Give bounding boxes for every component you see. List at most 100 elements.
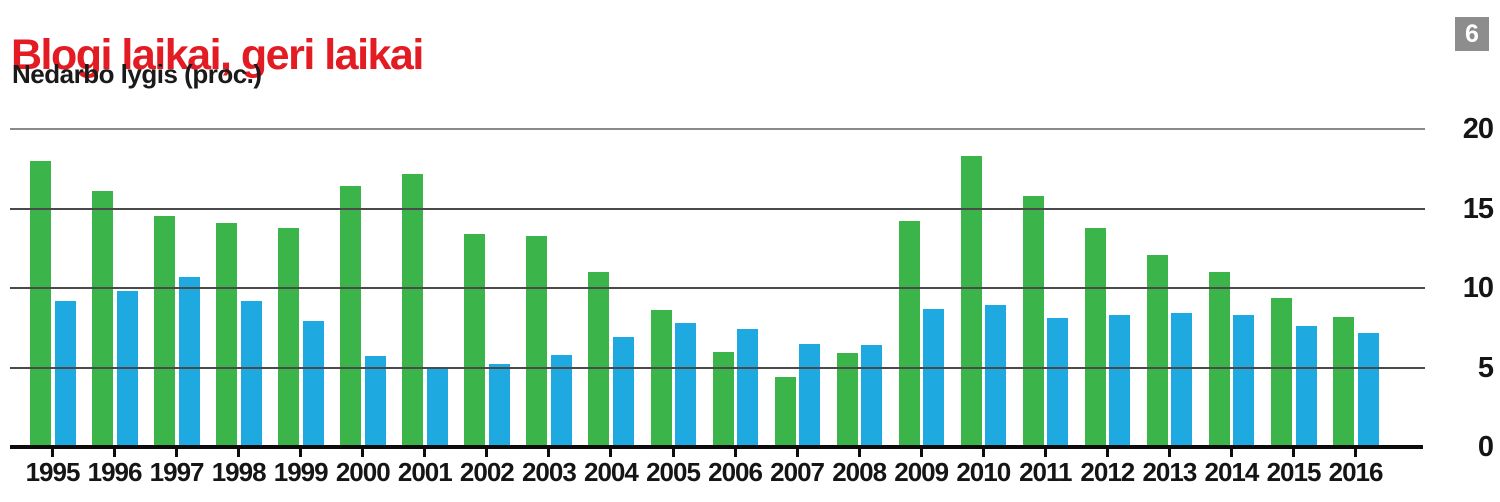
bar-green-2007 xyxy=(774,377,796,447)
x-tick xyxy=(795,449,799,457)
x-axis-label: 2012 xyxy=(1080,457,1135,487)
x-tick xyxy=(1354,449,1358,457)
x-axis-label: 2004 xyxy=(584,457,639,487)
x-axis-label: 2007 xyxy=(770,457,825,487)
x-tick xyxy=(1043,449,1047,457)
bar-blue-2000 xyxy=(364,356,386,447)
x-tick xyxy=(299,449,303,457)
bar-blue-2013 xyxy=(1171,313,1193,447)
y-axis-label: 5 xyxy=(1477,351,1494,384)
x-tick xyxy=(1229,449,1233,457)
bar-green-1996 xyxy=(92,191,114,447)
x-axis-label: 2002 xyxy=(459,457,515,487)
bar-green-2000 xyxy=(340,186,362,447)
x-axis-label: 2010 xyxy=(956,457,1011,487)
x-axis-label: 2001 xyxy=(397,457,453,487)
x-axis-label: 1997 xyxy=(149,457,205,487)
x-axis-label: 1998 xyxy=(211,457,267,487)
bar-green-2003 xyxy=(526,235,548,447)
bar-blue-2014 xyxy=(1233,315,1255,447)
x-axis-label: 2015 xyxy=(1266,457,1322,487)
gridline-5 xyxy=(10,366,1425,369)
bar-green-2010 xyxy=(960,156,982,447)
bar-blue-1995 xyxy=(54,300,76,447)
bar-blue-2004 xyxy=(612,337,634,447)
x-axis-label: 2003 xyxy=(521,457,577,487)
bar-blue-1998 xyxy=(240,300,262,447)
bar-green-2004 xyxy=(588,272,610,447)
bar-green-2014 xyxy=(1208,272,1230,447)
x-tick xyxy=(175,449,179,457)
x-tick xyxy=(113,449,117,457)
x-tick xyxy=(919,449,923,457)
x-axis-label: 2011 xyxy=(1019,457,1072,487)
x-axis-label: 1999 xyxy=(273,457,329,487)
x-tick xyxy=(981,449,985,457)
x-axis-label: 2014 xyxy=(1204,457,1260,487)
bar-blue-2015 xyxy=(1295,326,1317,447)
x-tick xyxy=(733,449,737,457)
x-axis-label: 2016 xyxy=(1328,457,1384,487)
x-axis-label: 2000 xyxy=(335,457,391,487)
x-axis-label: 2005 xyxy=(646,457,701,487)
page-number-badge: 6 xyxy=(1455,17,1489,51)
x-tick xyxy=(609,449,613,457)
x-tick xyxy=(1167,449,1171,457)
x-tick xyxy=(361,449,365,457)
bar-blue-2016 xyxy=(1357,332,1379,447)
bar-green-1997 xyxy=(154,216,176,447)
y-axis-label: 20 xyxy=(1462,113,1494,145)
bar-blue-1996 xyxy=(116,291,138,447)
x-tick xyxy=(51,449,54,457)
x-axis-label: 1996 xyxy=(87,457,143,487)
x-tick xyxy=(485,449,489,457)
bar-blue-2006 xyxy=(737,329,759,447)
bar-blue-2008 xyxy=(861,345,883,447)
chart-title: Blogi laikai, geri laikai xyxy=(11,30,424,79)
x-tick xyxy=(237,449,241,457)
bar-green-2016 xyxy=(1333,316,1355,447)
bar-green-2005 xyxy=(650,310,672,447)
bar-blue-2005 xyxy=(675,322,696,447)
bar-blue-2002 xyxy=(488,364,510,447)
x-tick xyxy=(857,449,861,457)
bar-blue-2010 xyxy=(985,305,1007,447)
bar-green-1998 xyxy=(216,222,238,447)
bar-blue-1999 xyxy=(302,321,324,447)
x-tick xyxy=(547,449,551,457)
bar-blue-2001 xyxy=(426,367,448,447)
bar-green-2015 xyxy=(1271,297,1292,447)
x-axis-label: 2009 xyxy=(894,457,949,487)
x-axis-label: 2013 xyxy=(1142,457,1197,487)
x-tick xyxy=(671,449,675,457)
x-tick xyxy=(423,449,427,457)
x-axis-label: 2006 xyxy=(708,457,763,487)
bar-green-1995 xyxy=(30,160,51,447)
y-axis-label: 0 xyxy=(1477,431,1494,463)
x-axis-line xyxy=(10,445,1423,449)
bar-blue-1997 xyxy=(178,276,200,447)
bar-green-2012 xyxy=(1084,227,1106,447)
bar-green-2011 xyxy=(1022,195,1044,447)
x-axis-label: 2008 xyxy=(832,457,887,487)
y-axis-label: 15 xyxy=(1462,192,1494,225)
bar-blue-2012 xyxy=(1109,315,1131,447)
bar-green-2001 xyxy=(402,173,424,447)
x-tick xyxy=(1105,449,1109,457)
bar-green-2013 xyxy=(1146,254,1168,447)
x-tick xyxy=(1292,449,1295,457)
y-axis-label: 10 xyxy=(1462,272,1494,304)
bar-green-2009 xyxy=(898,221,920,447)
gridline-10 xyxy=(10,287,1425,289)
bar-green-1999 xyxy=(278,227,300,447)
chart-subtitle: Nedarbo lygis (proc.) xyxy=(12,59,262,89)
bar-blue-2011 xyxy=(1047,318,1069,447)
x-axis-label: 1995 xyxy=(25,457,81,487)
bar-green-2006 xyxy=(712,351,734,447)
bar-blue-2007 xyxy=(799,343,821,447)
bar-green-2008 xyxy=(836,353,858,447)
bar-green-2002 xyxy=(464,233,486,447)
gridline-15 xyxy=(10,207,1425,210)
